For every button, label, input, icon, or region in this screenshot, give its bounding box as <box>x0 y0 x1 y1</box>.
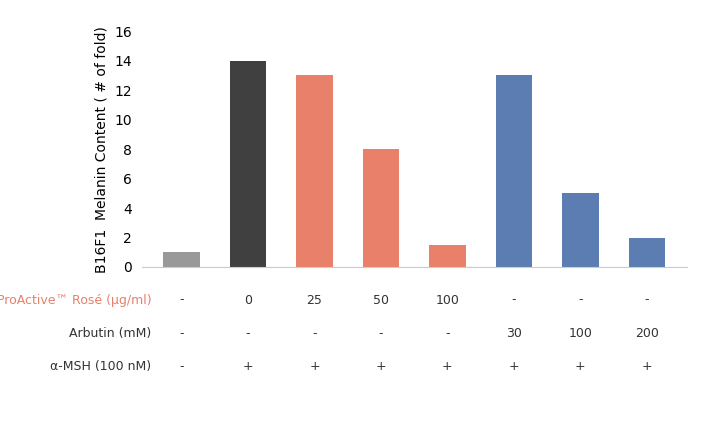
Text: +: + <box>309 360 320 372</box>
Text: -: - <box>379 327 383 340</box>
Text: +: + <box>508 360 519 372</box>
Text: 25: 25 <box>307 294 322 307</box>
Text: -: - <box>179 327 184 340</box>
Text: -: - <box>644 294 649 307</box>
Text: ProActive™ Rosé (μg/ml): ProActive™ Rosé (μg/ml) <box>0 294 152 307</box>
Text: -: - <box>246 327 250 340</box>
Text: 50: 50 <box>373 294 389 307</box>
Text: α-MSH (100 nM): α-MSH (100 nM) <box>50 360 152 372</box>
Text: 200: 200 <box>635 327 659 340</box>
Text: 30: 30 <box>506 327 522 340</box>
Text: +: + <box>641 360 652 372</box>
Text: +: + <box>442 360 452 372</box>
Text: -: - <box>578 294 583 307</box>
Text: -: - <box>179 294 184 307</box>
Text: +: + <box>243 360 253 372</box>
Text: Arbutin (mM): Arbutin (mM) <box>69 327 152 340</box>
Text: -: - <box>512 294 516 307</box>
Text: 100: 100 <box>569 327 593 340</box>
Bar <box>362 149 399 267</box>
Text: 100: 100 <box>435 294 459 307</box>
Text: +: + <box>376 360 387 372</box>
Bar <box>296 75 333 267</box>
Bar <box>562 193 599 267</box>
Text: +: + <box>575 360 586 372</box>
Bar <box>496 75 532 267</box>
Text: -: - <box>445 327 450 340</box>
Bar <box>164 252 200 267</box>
Text: 0: 0 <box>244 294 252 307</box>
Text: -: - <box>179 360 184 372</box>
Bar <box>629 238 665 267</box>
Text: -: - <box>312 327 316 340</box>
Bar <box>429 245 466 267</box>
Y-axis label: B16F1  Melanin Content ( # of fold): B16F1 Melanin Content ( # of fold) <box>95 26 108 272</box>
Bar <box>229 61 266 267</box>
